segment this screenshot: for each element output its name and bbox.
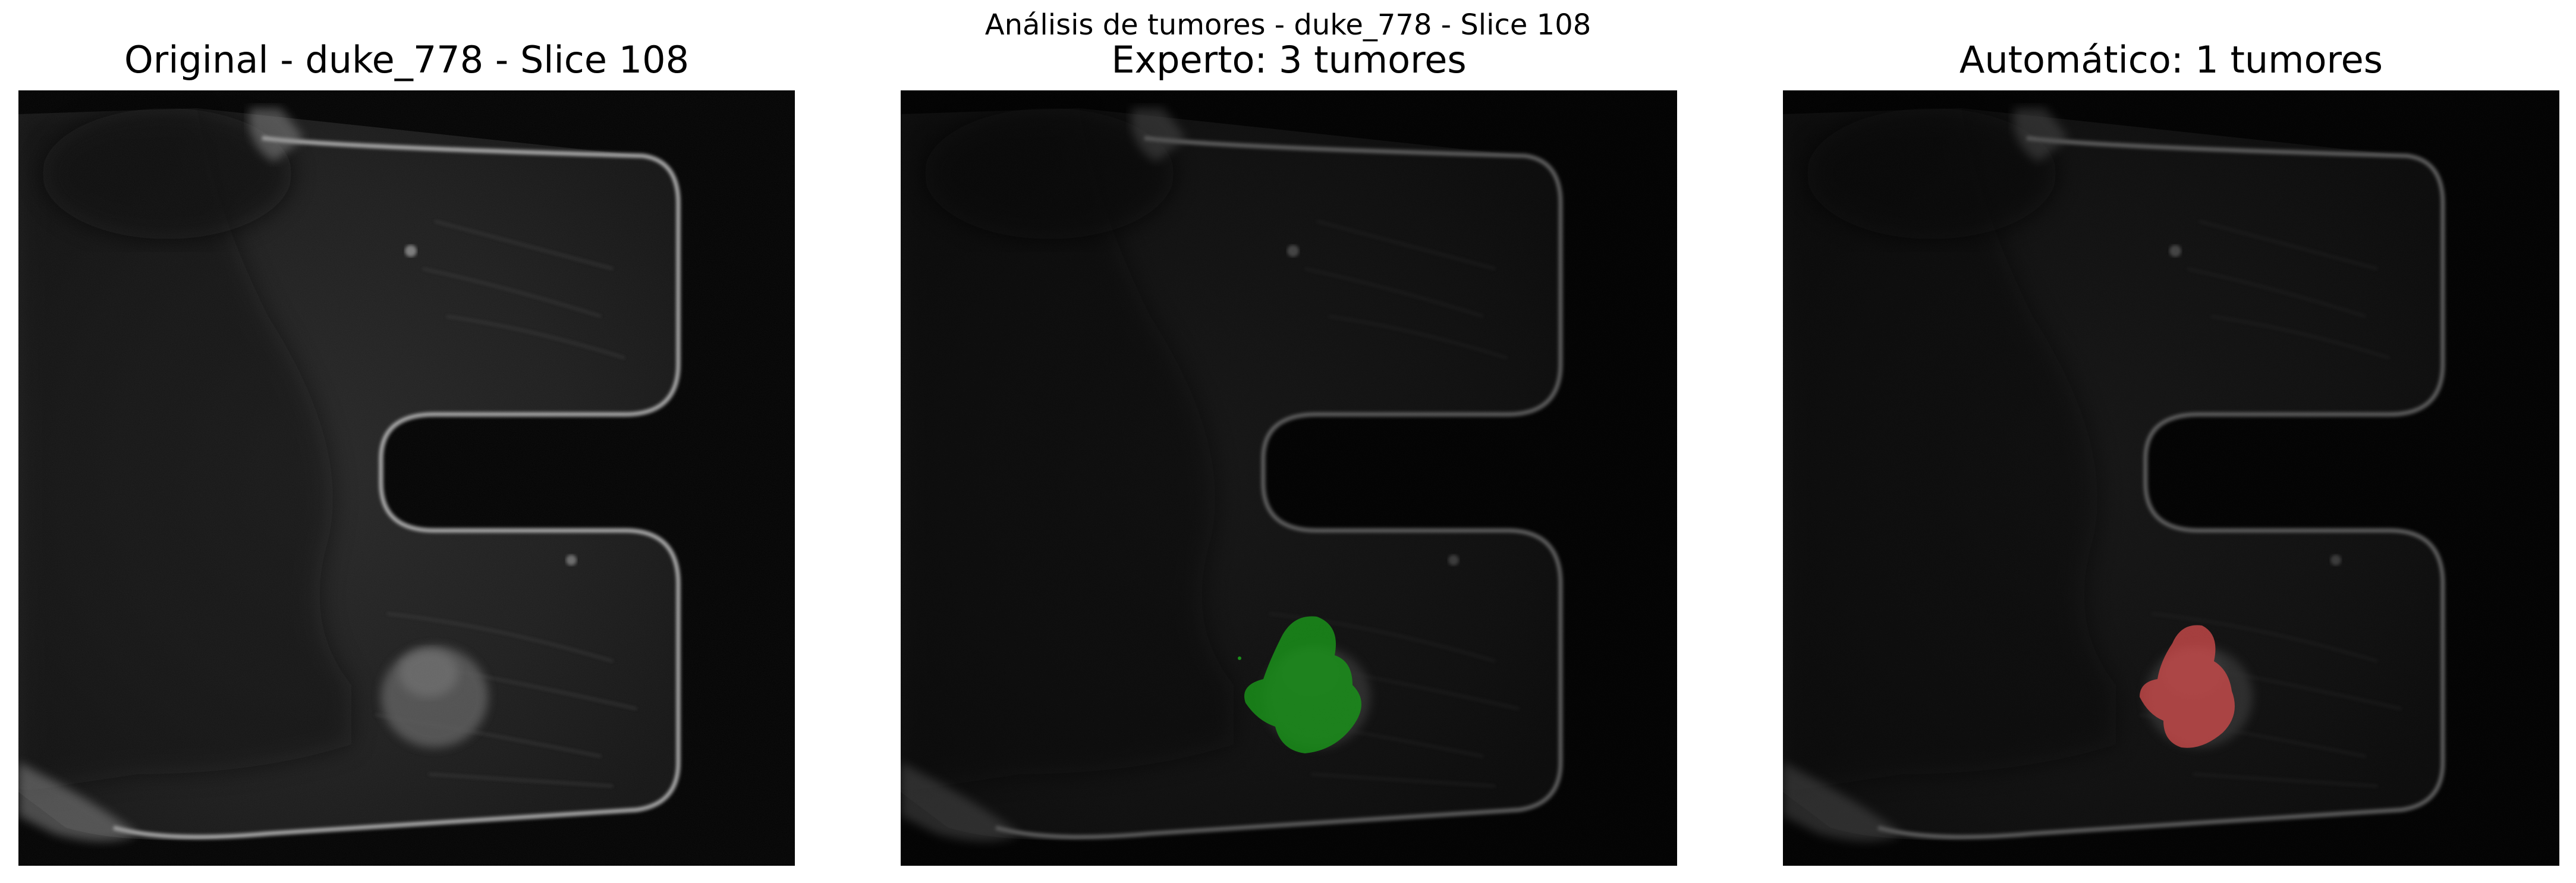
- panel-expert-image: [901, 90, 1677, 866]
- figure-suptitle: Análisis de tumores - duke_778 - Slice 1…: [985, 8, 1591, 42]
- panel-title-original: Original - duke_778 - Slice 108: [124, 38, 690, 81]
- expert-tumor-mask: [1244, 616, 1361, 753]
- mri-slice-automatic: [1783, 90, 2559, 866]
- automatic-tumor-mask: [2140, 625, 2235, 748]
- mri-slice-original: [18, 90, 795, 866]
- mri-slice-expert: [901, 90, 1677, 866]
- panel-title-automatic: Automático: 1 tumores: [1959, 38, 2383, 81]
- panel-original-image: [18, 90, 795, 866]
- panel-automatic-image: [1783, 90, 2559, 866]
- panel-title-expert: Experto: 3 tumores: [1111, 38, 1467, 81]
